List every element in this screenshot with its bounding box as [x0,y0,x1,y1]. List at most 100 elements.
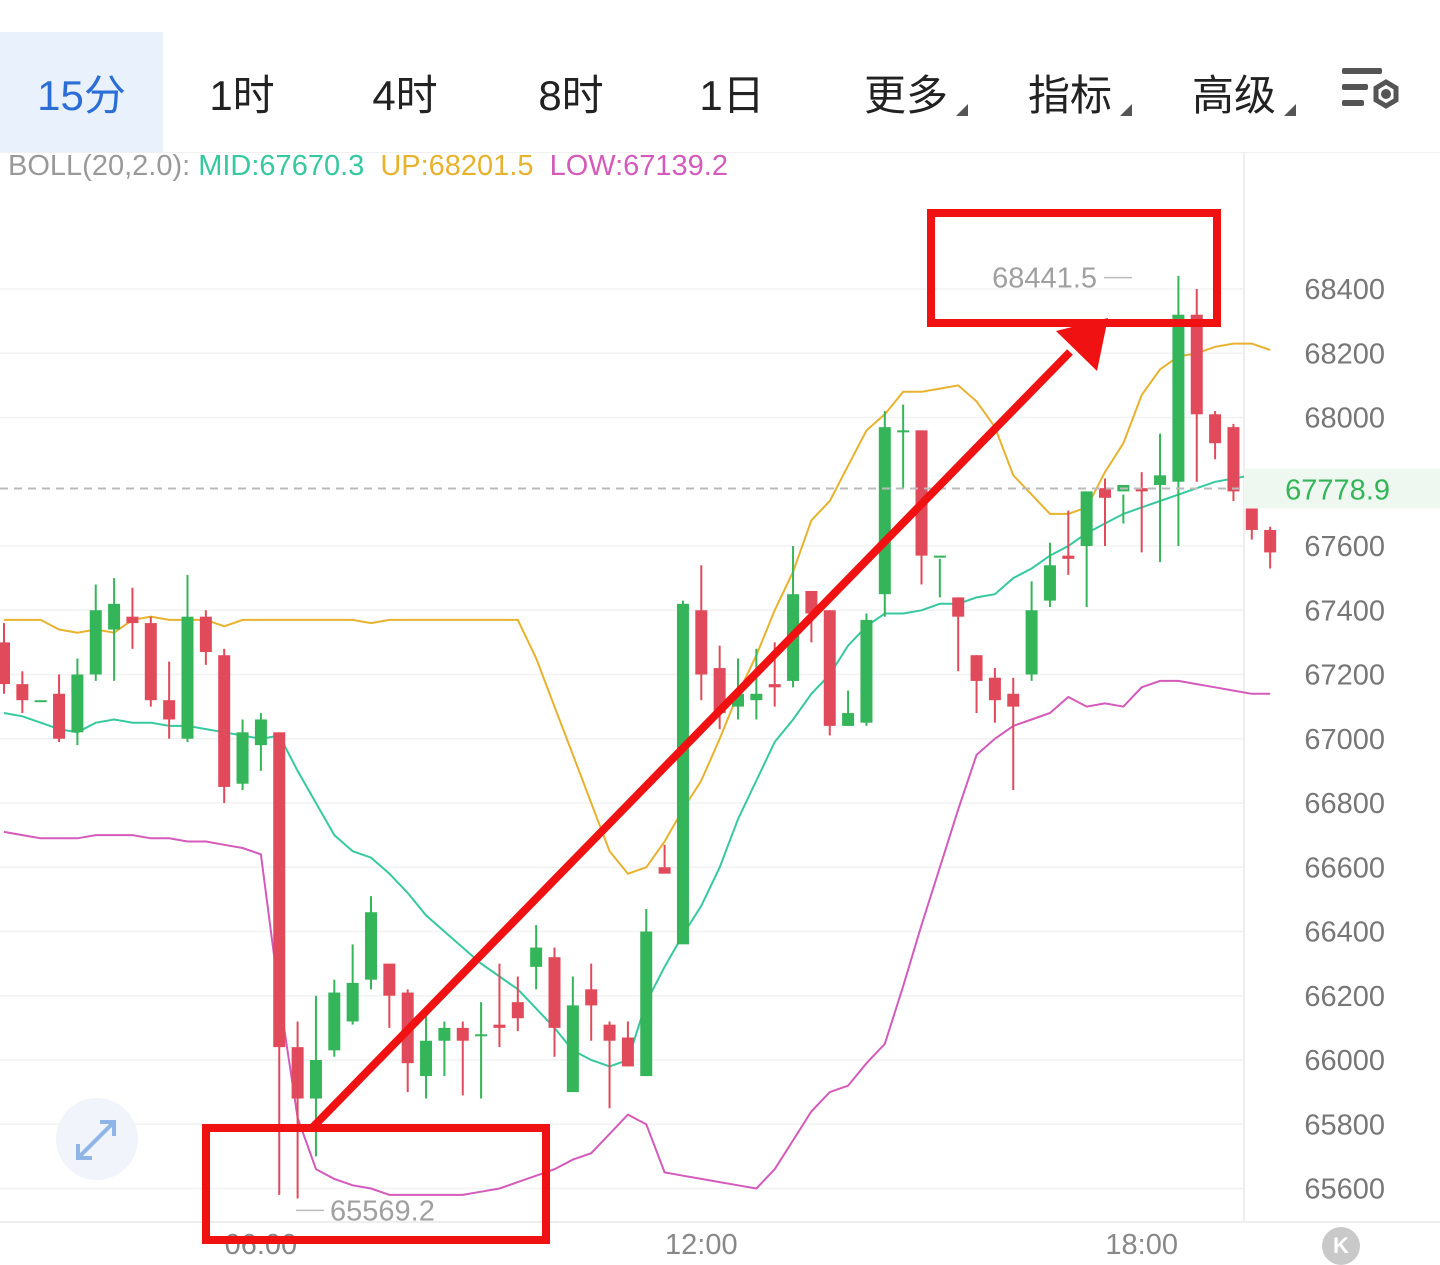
candle-body [695,610,708,675]
candle-body [1190,314,1203,415]
bearish-candle [1062,510,1075,575]
bearish-candle [1135,472,1148,553]
tab-label: 1日 [699,71,765,119]
bullish-candle [676,600,689,945]
candle-body [750,693,763,701]
bearish-candle [163,661,176,739]
candle-body [1062,555,1075,559]
price-tick-label: 67600 [1304,531,1385,563]
bearish-candle [988,668,1001,723]
bullish-candle [640,909,653,1077]
candle-body [933,555,946,558]
candle-body [108,603,121,630]
bearish-candle [695,565,708,701]
time-axis: 06:00 12:00 18:00 [225,1229,1178,1261]
candle-body [236,732,249,784]
tab-15min[interactable]: 15分 [0,32,163,152]
candle-body [1209,414,1222,444]
bearish-candle [511,976,524,1032]
candle-body [988,677,1001,701]
price-tick-label: 68400 [1304,274,1385,306]
bearish-candle [548,947,561,1057]
candle-body [878,427,891,595]
bearish-candle [621,1021,634,1067]
candle-body [768,684,781,688]
price-tick-label: 67000 [1304,724,1385,756]
candle-body [365,912,377,980]
bearish-candle [658,844,671,874]
chart-settings-icon[interactable] [1340,64,1404,120]
bullish-candle [878,411,891,617]
tab-8hour[interactable]: 8时 [489,32,653,152]
candle-body [273,732,286,1048]
bearish-candle [144,616,157,707]
candle-body [420,1040,433,1077]
bearish-candle [1264,526,1277,569]
boll-low-line [3,679,1271,1196]
tab-4hour[interactable]: 4时 [321,32,489,152]
bearish-candle [16,671,29,714]
candles [0,275,1277,1199]
candle-body [1172,314,1185,482]
candle-body [346,982,359,1022]
dropdown-caret-icon [1284,104,1296,116]
current-price-label: 67778.9 [1285,475,1390,507]
bullish-candle [328,979,341,1057]
bearish-candle [53,674,66,742]
candle-body [144,623,157,701]
max-price-label: 68441.5 [992,263,1097,295]
boll-low-value: LOW:67139.2 [549,150,728,182]
candle-body [1080,491,1093,546]
boll-label: BOLL(20,2.0): [8,150,191,182]
price-tick-label: 65800 [1304,1109,1385,1141]
time-tick-label: 18:00 [1105,1229,1178,1261]
bearish-candle [456,1021,469,1096]
candle-body [970,655,983,681]
annotations [202,209,1221,1244]
boll-up-value: UP:68201.5 [380,150,534,182]
tab-more[interactable]: 更多 [836,32,976,152]
candle-body [34,700,47,703]
candle-body [603,1024,616,1041]
candle-body [199,616,212,653]
bullish-candle [933,555,946,598]
bearish-candle [291,1021,304,1199]
bullish-candle [34,700,47,703]
expand-icon[interactable] [56,1098,138,1180]
price-tick-label: 68000 [1304,403,1385,435]
time-tick-label: 12:00 [665,1229,738,1261]
price-tick-label: 66200 [1304,981,1385,1013]
candle-body [952,597,965,617]
candle-body [897,430,910,433]
candle-body [309,1060,322,1099]
arrow-shaft [309,349,1073,1131]
tab-indicators[interactable]: 指标 [1000,32,1140,152]
extreme-labels: 68441.5 65569.2 [296,263,1132,1227]
candle-body [16,684,29,701]
tab-1day[interactable]: 1日 [653,32,811,152]
candle-body [438,1027,451,1041]
bearish-candle [603,1021,616,1109]
candle-body [71,674,84,733]
bullish-candle [108,578,121,681]
boll-mid-line [3,474,1271,1068]
boll-bands [3,342,1271,1196]
low-annotation-box [202,1124,550,1244]
candle-body [585,989,598,1006]
tab-1hour[interactable]: 1时 [163,32,321,152]
price-tick-label: 66600 [1304,852,1385,884]
price-tick-label: 67400 [1304,595,1385,627]
bearish-candle [1007,677,1020,791]
bearish-candle [1190,289,1203,482]
tab-advanced[interactable]: 高级 [1164,32,1304,152]
bullish-candle [1080,491,1093,608]
price-tick-label: 65600 [1304,1174,1385,1206]
brand-logo-letter: K [1333,1233,1349,1258]
bullish-candle [566,976,579,1093]
min-price-label: 65569.2 [330,1195,435,1227]
candle-body [566,1005,579,1093]
bullish-candle [181,574,194,742]
bearish-candle [1209,411,1222,460]
bearish-candle [401,989,414,1093]
